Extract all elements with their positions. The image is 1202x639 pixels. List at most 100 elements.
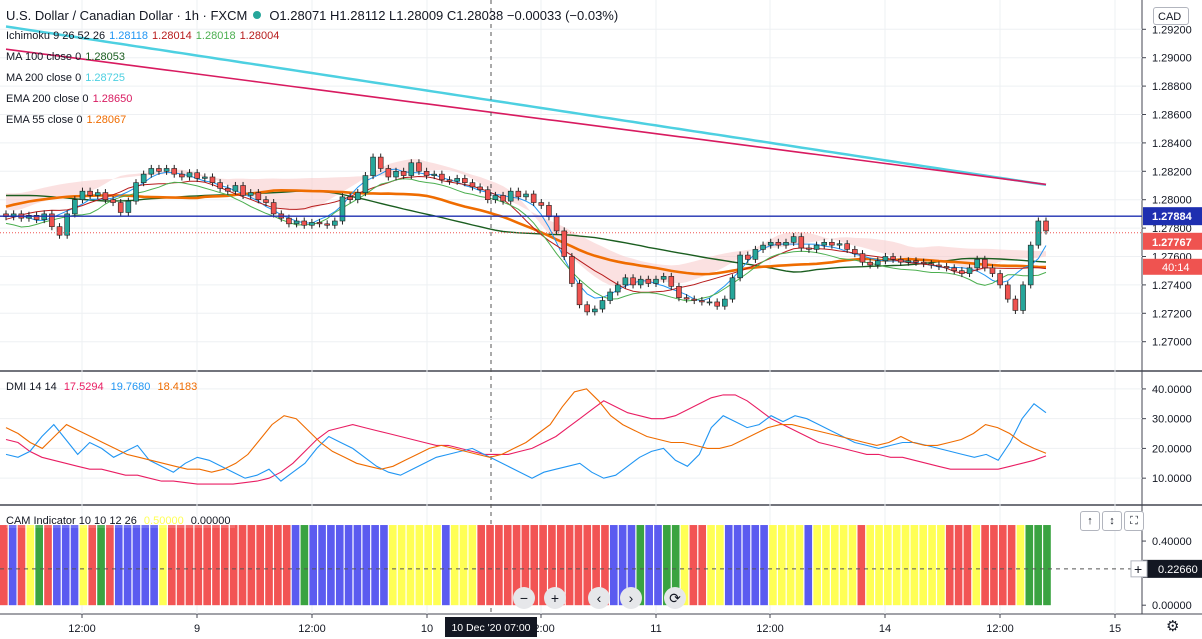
candle: [959, 270, 965, 274]
candle: [316, 222, 323, 225]
price-tick-label: 1.28800: [1152, 81, 1192, 93]
candle: [332, 220, 338, 226]
cam-cursor-label: 0.22660: [1158, 564, 1198, 576]
time-tick-label: 12:00: [756, 623, 784, 635]
candle: [660, 276, 667, 280]
cam-bar: [106, 525, 114, 606]
candle: [117, 202, 124, 213]
cam-bar: [291, 525, 300, 606]
candle: [462, 178, 468, 183]
ema-55-line: [5, 188, 1047, 276]
cam-bar: [1016, 525, 1025, 606]
candle: [699, 300, 705, 303]
move-pane-up-button[interactable]: ↑: [1080, 511, 1100, 531]
price-tick-label: 1.28600: [1152, 110, 1192, 122]
candle: [49, 213, 55, 227]
candle: [538, 202, 545, 206]
candle: [530, 193, 537, 203]
cam-bar: [415, 525, 424, 606]
candle: [607, 291, 613, 301]
candle: [293, 220, 300, 225]
ichimoku-conversion-line: [5, 168, 1047, 302]
cam-bar: [963, 525, 972, 606]
dmi-tick-label: 20.0000: [1152, 443, 1192, 455]
dmi-value-3: 18.4183: [157, 381, 198, 393]
cam-bar: [928, 525, 936, 606]
cam-bar: [671, 525, 680, 606]
candle: [64, 213, 70, 236]
dmi-value-1: 17.5294: [63, 381, 104, 393]
candle: [523, 193, 529, 198]
cam-bar: [919, 525, 928, 606]
cam-bar: [406, 525, 415, 606]
cam-bar: [459, 525, 468, 606]
candle: [484, 189, 491, 200]
cam-bar: [159, 525, 167, 606]
collapse-pane-button[interactable]: ↕: [1102, 511, 1122, 531]
scroll-left-button[interactable]: ‹: [588, 587, 610, 609]
candle: [576, 283, 583, 306]
cam-bar: [813, 525, 821, 606]
dmi-series-line: [5, 388, 1047, 473]
candle: [630, 277, 636, 286]
candle: [125, 200, 132, 213]
cam-bar: [990, 525, 998, 606]
candle: [714, 301, 720, 307]
candle: [370, 156, 376, 176]
candle: [729, 277, 736, 300]
candle: [783, 242, 789, 246]
candle: [263, 199, 269, 203]
cam-tick-label: 0.40000: [1152, 536, 1192, 548]
reset-chart-button[interactable]: ⟳: [664, 587, 686, 609]
cam-bar: [344, 525, 353, 606]
indicator-legend-row: MA 200 close 0 1.28725: [6, 71, 129, 85]
cam-bar: [769, 525, 777, 606]
settings-gear-icon[interactable]: ⚙: [1166, 618, 1180, 635]
candle: [240, 185, 246, 196]
candle: [928, 263, 935, 266]
candle: [477, 186, 483, 191]
indicator-value: 1.28053: [85, 51, 125, 63]
candle: [936, 264, 942, 267]
dmi-tick-label: 30.0000: [1152, 414, 1192, 426]
price-tick-label: 1.27200: [1152, 308, 1192, 320]
candle: [844, 243, 850, 250]
cam-bar: [981, 525, 989, 606]
cam-bar: [61, 525, 70, 606]
candle: [775, 242, 782, 246]
cam-bar: [733, 525, 742, 606]
indicator-label: MA 100 close 0: [6, 51, 82, 63]
currency-selector[interactable]: CAD: [1153, 7, 1189, 25]
candle: [790, 236, 797, 243]
cam-bar: [309, 525, 318, 606]
candle: [592, 308, 598, 313]
candle: [507, 190, 514, 202]
scroll-right-button[interactable]: ›: [620, 587, 642, 609]
indicator-label: EMA 200 close 0: [6, 93, 89, 105]
cam-bar: [238, 525, 247, 606]
cam-bar: [583, 525, 592, 606]
currency-label: CAD: [1158, 11, 1182, 23]
candle: [454, 178, 460, 182]
candle: [913, 260, 919, 263]
cam-bar: [495, 525, 503, 606]
zoom-in-button[interactable]: +: [544, 587, 566, 609]
indicator-legend-row: MA 100 close 0 1.28053: [6, 50, 129, 64]
cam-bar: [327, 525, 335, 606]
chart-title: U.S. Dollar / Canadian Dollar · 1h · FXC…: [6, 8, 618, 23]
candle: [829, 242, 835, 246]
cam-bar: [910, 525, 919, 606]
candle: [416, 162, 422, 172]
candle: [354, 192, 361, 201]
zoom-out-button[interactable]: −: [513, 587, 535, 609]
maximize-pane-button[interactable]: ⛶: [1124, 511, 1144, 531]
indicator-value: 1.28067: [86, 114, 127, 126]
candle: [171, 168, 178, 175]
time-tick-label: 12:00: [298, 623, 326, 635]
cam-bar: [636, 525, 645, 606]
cam-bar: [680, 525, 689, 606]
candle: [920, 261, 927, 264]
cam-bar: [875, 525, 883, 606]
candle: [102, 192, 109, 201]
